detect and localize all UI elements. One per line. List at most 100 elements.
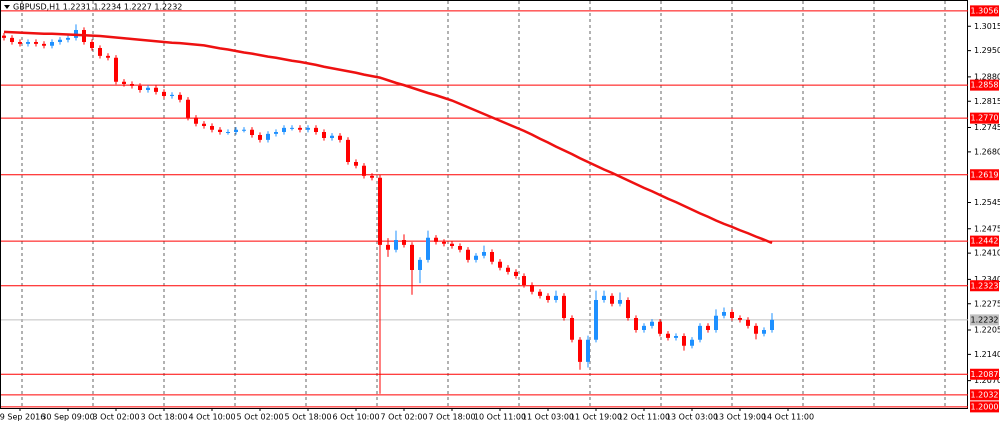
candle-body — [210, 126, 214, 130]
level-label: 1.3056 — [971, 6, 999, 15]
candle-body — [402, 240, 406, 245]
x-tick-label: 3 Oct 18:00 — [140, 413, 187, 422]
x-tick-label: 4 Oct 10:00 — [188, 413, 235, 422]
x-tick-label: 3 Oct 02:00 — [92, 413, 139, 422]
candle-body — [626, 300, 630, 318]
candle-body — [442, 241, 446, 244]
y-tick-label: 1.3015 — [974, 22, 1000, 31]
candle-body — [370, 175, 374, 178]
candle-body — [306, 127, 310, 130]
candle-body — [618, 300, 622, 304]
candle-body — [394, 240, 398, 250]
candle-body — [282, 127, 286, 132]
candle-body — [66, 37, 70, 40]
x-tick-label: 6 Oct 10:00 — [332, 413, 379, 422]
candle-body — [378, 177, 382, 245]
level-label: 1.2000 — [971, 402, 999, 411]
candle-body — [354, 162, 358, 166]
y-tick-label: 1.2140 — [974, 350, 1000, 359]
candle-body — [242, 129, 246, 131]
candle-body — [42, 43, 46, 46]
level-label-box — [970, 112, 999, 124]
candle-body — [338, 135, 342, 140]
x-tick-label: 5 Oct 18:00 — [284, 413, 331, 422]
candle-body — [18, 42, 22, 44]
candle-body — [106, 55, 110, 58]
candle-body — [234, 129, 238, 132]
candle-body — [202, 123, 206, 126]
candle-body — [730, 312, 734, 318]
candle-body — [274, 132, 278, 134]
candle-body — [522, 276, 526, 285]
candle-body — [562, 295, 566, 318]
y-tick-label: 1.2275 — [974, 299, 1000, 308]
candle-body — [738, 318, 742, 320]
candle-body — [450, 243, 454, 246]
x-tick-label: 5 Oct 02:00 — [236, 413, 283, 422]
candle-body — [10, 37, 14, 42]
candle-body — [746, 319, 750, 326]
candle-body — [674, 336, 678, 338]
level-label-box — [970, 79, 999, 91]
menu-triangle — [4, 5, 10, 9]
candle-body — [418, 259, 422, 270]
candle-body — [714, 315, 718, 330]
x-tick-label: 7 Oct 18:00 — [428, 413, 475, 422]
candle-body — [186, 99, 190, 118]
level-label: 1.2619 — [971, 170, 999, 179]
candle-body — [586, 339, 590, 362]
candle-body — [490, 252, 494, 262]
candle-body — [690, 339, 694, 346]
candle-body — [634, 318, 638, 330]
level-label: 1.2442 — [971, 237, 999, 246]
level-label-box — [970, 169, 999, 181]
candle-body — [58, 39, 62, 42]
y-tick-label: 1.2410 — [974, 249, 1000, 258]
candle-body — [26, 42, 30, 44]
candle-body — [290, 127, 294, 129]
candle-body — [602, 295, 606, 300]
candle-body — [298, 127, 302, 130]
x-tick-label: 10 Oct 11:00 — [474, 413, 526, 422]
candle-body — [218, 129, 222, 132]
moving-average — [3, 30, 773, 245]
y-tick-label: 1.2950 — [974, 46, 1000, 55]
x-tick-label: 29 Sep 2016 — [0, 413, 45, 422]
candle-body — [386, 244, 390, 250]
level-label: 1.2087 — [971, 370, 999, 379]
level-label: 1.2770 — [971, 114, 999, 123]
candle-body — [122, 81, 126, 84]
x-tick-label: 12 Oct 11:00 — [618, 413, 670, 422]
candle-body — [434, 237, 438, 242]
level-label-box — [970, 368, 999, 380]
candle-body — [146, 87, 150, 90]
candle-body — [610, 295, 614, 304]
candle-body — [410, 244, 414, 270]
candle-body — [162, 91, 166, 96]
current-price-box — [970, 314, 999, 326]
y-tick-label: 1.2745 — [974, 123, 1000, 132]
level-label-box — [970, 389, 999, 401]
candle-body — [514, 271, 518, 276]
candle-body — [170, 94, 174, 96]
plot-frame — [0, 0, 968, 409]
y-tick-label: 1.2070 — [974, 376, 1000, 385]
candle-body — [698, 325, 702, 340]
candle-body — [482, 252, 486, 256]
current-price-label: 1.2232 — [971, 315, 999, 324]
candle-body — [426, 237, 430, 260]
candle-body — [506, 267, 510, 272]
x-tick-label: 7 Oct 02:00 — [380, 413, 427, 422]
y-tick-label: 1.2815 — [974, 97, 1000, 106]
level-label-box — [970, 280, 999, 292]
candle-body — [362, 165, 366, 176]
candle-body — [114, 57, 118, 82]
x-tick-label: 30 Sep 09:00 — [41, 413, 94, 422]
candle-body — [266, 133, 270, 140]
x-tick-label: 13 Oct 03:00 — [666, 413, 718, 422]
candle-body — [226, 132, 230, 133]
candle-body — [90, 42, 94, 48]
candle-body — [722, 312, 726, 316]
level-label: 1.2323 — [971, 281, 999, 290]
level-label: 1.2032 — [971, 390, 999, 399]
